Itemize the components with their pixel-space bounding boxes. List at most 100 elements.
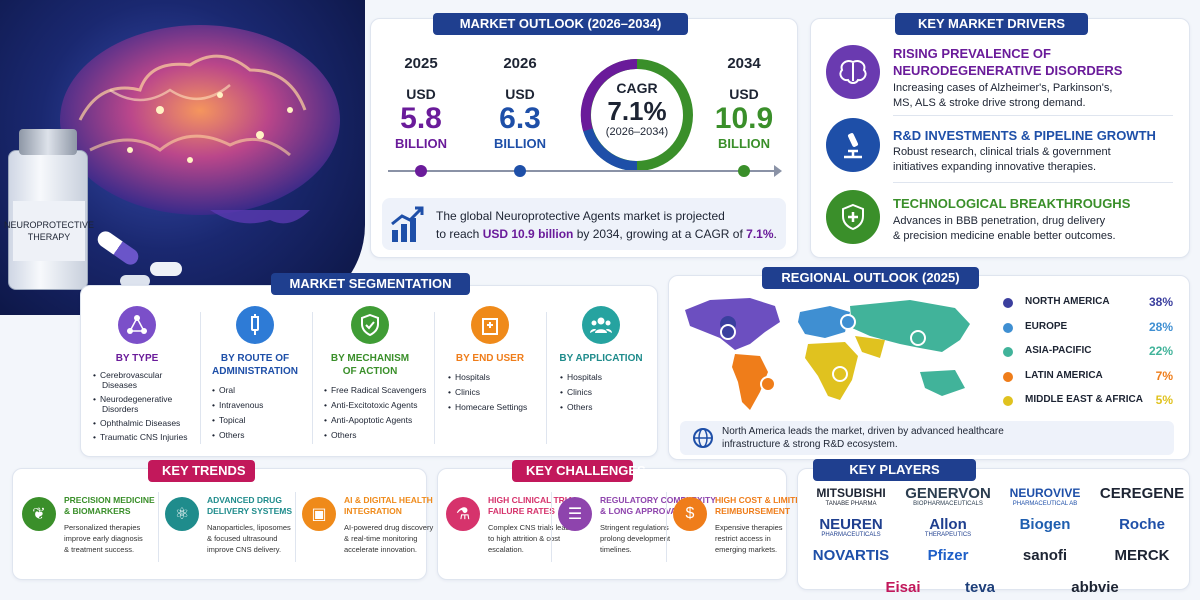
region-row: MIDDLE EAST & AFRICA 5% <box>1003 393 1173 409</box>
market-value: 6.3 <box>499 102 541 135</box>
segment-by-end-user-list: Hospitals Clinics Homecare Settings <box>448 370 527 415</box>
segment-title: BY MECHANISM OF ACTION <box>330 353 410 377</box>
segment-by-route: BY ROUTE OF ADMINISTRATION <box>200 306 310 378</box>
region-color-dot <box>1003 322 1013 333</box>
outlook-summary: The global Neuroprotective Agents market… <box>382 198 786 250</box>
list-item: Disorders <box>102 404 139 414</box>
chip-icon: ▣ <box>302 497 336 531</box>
company-logo: CEREGENE <box>1099 485 1185 502</box>
divider <box>312 312 313 444</box>
tablet-icon <box>150 262 182 276</box>
divider <box>200 312 201 444</box>
hero-image: NEUROPROTECTIVE THERAPY <box>0 0 365 315</box>
region-color-dot <box>1003 347 1013 357</box>
region-share: 28% <box>1148 319 1173 334</box>
trends-item-text: Nanoparticles, liposomes & focused ultras… <box>207 523 291 554</box>
key-players-title: KEY PLAYERS <box>813 459 976 481</box>
brain-icon <box>826 45 880 99</box>
market-segmentation-title: MARKET SEGMENTATION <box>271 273 470 295</box>
tablet-icon <box>120 275 150 287</box>
outlook-2025: 2025 USD 5.8 BILLION <box>381 55 461 151</box>
segment-by-type-list: Cerebrovascular Diseases Neurodegenerati… <box>93 370 188 442</box>
driver-1-title: RISING PREVALENCE OF NEURODEGENERATIVE DI… <box>893 46 1123 78</box>
region-row: NORTH AMERICA 38% <box>1003 295 1173 311</box>
market-value: 10.9 <box>714 102 774 135</box>
trends-item-title: PRECISION MEDICINE & BIOMARKERS <box>64 495 155 516</box>
company-logo: GENERVON BIOPHARMACEUTICALS <box>905 485 991 507</box>
segment-by-application-list: Hospitals Clinics Others <box>560 370 602 415</box>
divider <box>295 492 296 562</box>
region-name: EUROPE <box>1025 320 1068 332</box>
people-icon <box>582 306 620 344</box>
region-share: 22% <box>1148 344 1173 358</box>
list-item: Homecare Settings <box>448 400 527 415</box>
driver-2-text: Robust research, clinical trials & gover… <box>893 146 1111 173</box>
market-outlook-title: MARKET OUTLOOK (2026–2034) <box>433 13 688 35</box>
unit-label: BILLION <box>494 136 546 151</box>
list-item: Neurodegenerative <box>93 394 188 404</box>
list-item: Others <box>212 428 263 443</box>
region-name: MIDDLE EAST & AFRICA <box>1025 394 1143 405</box>
regional-note: North America leads the market, driven b… <box>680 421 1174 455</box>
outlook-2026: 2026 USD 6.3 BILLION <box>480 55 560 151</box>
company-logo: MERCK <box>1114 547 1170 564</box>
region-row: EUROPE 28% <box>1003 320 1173 336</box>
list-item: Diseases <box>102 380 137 390</box>
brain-illustration <box>60 25 340 224</box>
trends-item-title: AI & DIGITAL HEALTH INTEGRATION <box>344 495 433 516</box>
unit-label: BILLION <box>718 136 770 151</box>
trends-item-text: Personalized therapies improve early diag… <box>64 523 143 554</box>
regional-outlook-title: REGIONAL OUTLOOK (2025) <box>762 267 979 289</box>
divider <box>546 312 547 444</box>
globe-icon <box>693 428 713 448</box>
list-item: Clinics <box>448 385 527 400</box>
region-name: LATIN AMERICA <box>1025 369 1103 381</box>
unit-label: BILLION <box>395 136 447 151</box>
key-drivers-title: KEY MARKET DRIVERS <box>895 13 1088 35</box>
trends-item-text: AI-powered drug discovery & real-time mon… <box>344 523 434 554</box>
timeline-arrow-icon <box>774 165 782 177</box>
key-trends-card <box>12 468 427 580</box>
flask-icon: ⚗ <box>446 497 480 531</box>
challenges-item-title: HIGH CLINICAL TRIAL FAILURE RATES <box>488 495 579 516</box>
shield-check-icon <box>351 306 389 344</box>
company-logo: abbvie <box>1071 579 1119 596</box>
company-logo: NOVARTIS <box>812 547 890 564</box>
timeline-line <box>388 170 780 172</box>
driver-2-title: R&D INVESTMENTS & PIPELINE GROWTH <box>893 128 1156 143</box>
cagr-value: 7.1% <box>607 96 667 126</box>
cagr-period: (2026–2034) <box>605 126 669 138</box>
region-row: LATIN AMERICA 7% <box>1003 369 1173 385</box>
key-challenges-card <box>437 468 787 580</box>
year-label: 2026 <box>503 55 537 72</box>
medicine-vial: NEUROPROTECTIVE THERAPY <box>4 129 94 290</box>
company-logo: NEUROVIVE PHARMACEUTICAL AB <box>1009 486 1081 507</box>
timeline-dot <box>514 165 526 177</box>
region-name: NORTH AMERICA <box>1025 296 1110 307</box>
outlook-2034: 2034 USD 10.9 BILLION <box>704 55 784 151</box>
list-item: Anti-Apoptotic Agents <box>324 413 426 428</box>
list-item: Anti-Excitotoxic Agents <box>324 398 426 413</box>
driver-1-text: Increasing cases of Alzheimer's, Parkins… <box>893 82 1113 109</box>
leaf-icon: ❦ <box>22 497 56 531</box>
divider <box>893 115 1173 116</box>
segment-title: BY END USER <box>455 353 525 364</box>
list-item: Ophthalmic Diseases <box>93 418 188 428</box>
region-name: ASIA-PACIFIC <box>1025 345 1092 356</box>
year-label: 2025 <box>404 55 438 72</box>
list-item: Hospitals <box>560 370 602 385</box>
clipboard-icon: ☰ <box>558 497 592 531</box>
currency-label: USD <box>406 86 436 102</box>
list-item: Intravenous <box>212 398 263 413</box>
region-row: ASIA-PACIFIC 22% <box>1003 344 1173 360</box>
segment-by-route-list: Oral Intravenous Topical Others <box>212 383 263 443</box>
segment-title: BY APPLICATION <box>559 353 643 364</box>
currency-label: USD <box>505 86 535 102</box>
company-logo: MITSUBISHI TANABE PHARMA <box>816 486 886 507</box>
hospital-icon <box>471 306 509 344</box>
timeline-dot <box>738 165 750 177</box>
region-share: 38% <box>1148 295 1173 309</box>
summary-highlight-value: USD 10.9 billion <box>482 227 574 241</box>
company-logo: NEUREN PHARMACEUTICALS <box>819 516 883 538</box>
summary-line-2: to reach USD 10.9 billion by 2034, growi… <box>436 227 777 241</box>
